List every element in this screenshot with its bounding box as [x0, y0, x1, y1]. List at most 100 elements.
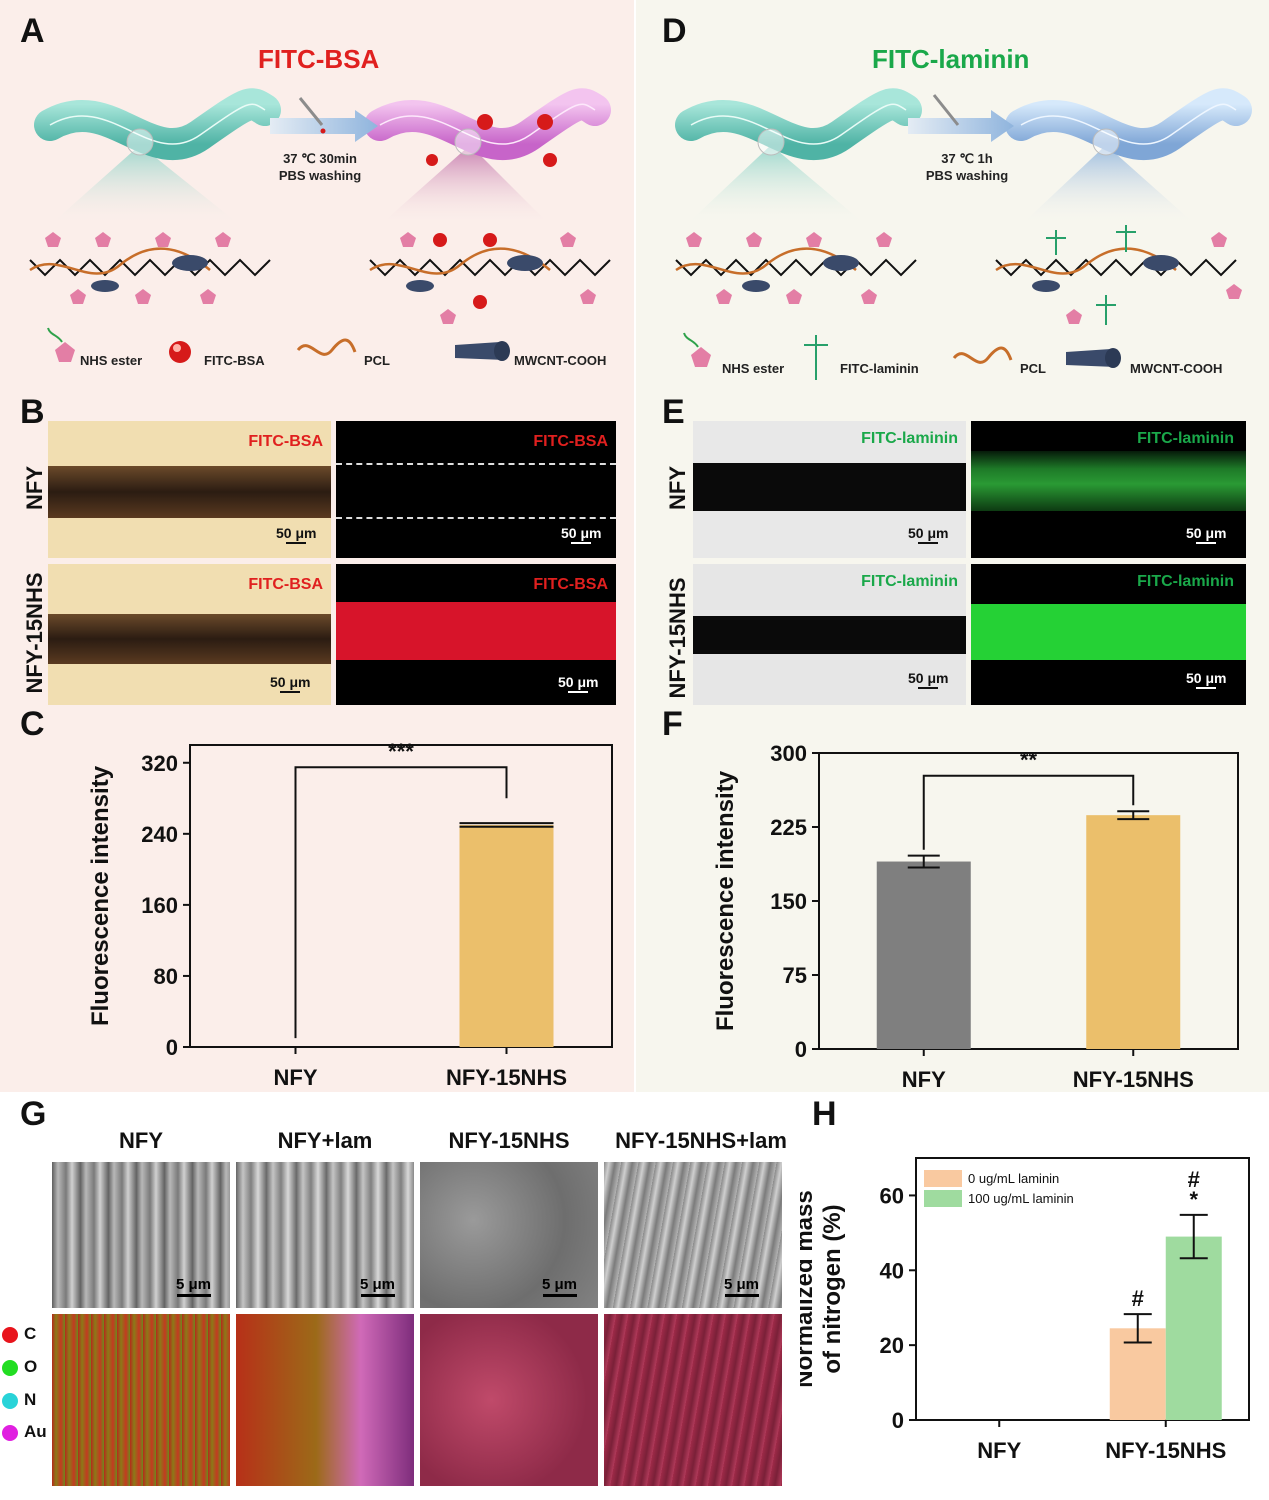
panel-e-tag: FITC-laminin — [1137, 430, 1234, 447]
scale-line — [1196, 542, 1217, 544]
bar-nfy-15nhs — [459, 824, 554, 1047]
panel-label-h: H — [812, 1095, 837, 1133]
fiber-band — [48, 466, 331, 518]
y-axis-label: Fluorescence intensity — [712, 770, 739, 1031]
panel-a-schematic — [29, 88, 611, 363]
panel-b-brightfield-nhs: FITC-BSA 50 μm — [48, 564, 331, 705]
scale-line — [571, 542, 592, 544]
panel-g-col-title-1: NFY — [119, 1128, 163, 1153]
y-tick-label: 60 — [880, 1183, 904, 1208]
panel-label-e: E — [662, 393, 685, 431]
y-tick-label: 160 — [141, 893, 178, 918]
sem-image-nhs — [420, 1162, 598, 1308]
panel-label-b: B — [20, 393, 45, 431]
element-legend-c: C — [2, 1324, 36, 1344]
chart-f: 0 75 150 225 300 Fluorescence intensity NFY NFY… — [712, 741, 1239, 1092]
element-legend-n: N — [2, 1390, 36, 1410]
plot-frame — [189, 744, 613, 1048]
sem-image-nfy-lam — [236, 1162, 414, 1308]
panel-b-fluorescence-nfy: FITC-BSA 50 μm — [336, 421, 616, 558]
significance-marker: # — [1188, 1167, 1200, 1192]
panel-d-legend-pcl: PCL — [1020, 361, 1046, 376]
scale-label: 5 μm — [176, 1276, 212, 1293]
fiber-band — [693, 463, 966, 511]
fiber-band-green — [971, 604, 1246, 660]
panel-e-tag: FITC-laminin — [1137, 573, 1234, 590]
panel-a-condition-line2: PBS washing — [278, 168, 362, 183]
y-tick-label: 150 — [770, 889, 807, 914]
panel-b-tag: FITC-BSA — [248, 576, 323, 593]
panel-e-row-label-nhs: NFY-15NHS — [665, 577, 690, 699]
y-tick-label: 320 — [141, 751, 178, 776]
panel-d-title: FITC-laminin — [872, 44, 1030, 74]
panel-g-col-title-3: NFY-15NHS — [448, 1128, 570, 1153]
scale-line — [360, 1294, 395, 1297]
bar-nfy-15nhs — [1086, 815, 1181, 1049]
panel-a-condition-line1: 37 ℃ 30min — [283, 151, 357, 166]
scale-bar: 50 μm — [270, 674, 310, 693]
eds-map-nhs-lam — [604, 1314, 782, 1486]
y-axis-label: Normalized mass — [800, 1190, 818, 1387]
x-tick-label: NFY-15NHS — [1073, 1067, 1194, 1092]
element-legend-au: Au — [2, 1422, 47, 1442]
legend-swatch-2 — [924, 1190, 962, 1207]
bar-series-2 — [1165, 1236, 1222, 1420]
panel-label-d: D — [662, 12, 687, 50]
panel-d-legend-mwcnt: MWCNT-COOH — [1130, 361, 1223, 376]
scale-bar: 50 μm — [908, 670, 948, 689]
panel-label-g: G — [20, 1095, 47, 1133]
x-tick-label: NFY — [902, 1067, 946, 1092]
scale-label: 50 μm — [1186, 525, 1227, 541]
panel-b-row-label-nhs: NFY-15NHS — [22, 572, 47, 694]
x-tick-label: NFY-15NHS — [446, 1065, 567, 1090]
element-dot-o — [2, 1359, 18, 1376]
scale-label: 50 μm — [276, 525, 317, 541]
panel-d-legend-fitc: FITC-laminin — [840, 361, 919, 376]
y-tick-label: 225 — [770, 815, 807, 840]
scale-line — [286, 542, 307, 544]
scale-bar: 50 μm — [558, 674, 598, 693]
scale-line — [918, 687, 939, 689]
panel-label-a: A — [20, 12, 45, 50]
panel-b-tag: FITC-BSA — [533, 433, 608, 450]
panel-g-col-title-2: NFY+lam — [277, 1128, 373, 1153]
significance-label: ** — [1020, 748, 1038, 773]
scale-label: 50 μm — [908, 525, 949, 541]
fiber-band-green — [971, 451, 1246, 511]
panel-b-brightfield-nfy: FITC-BSA 50 μm — [48, 421, 331, 558]
panel-d-condition-line2: PBS washing — [925, 168, 1009, 183]
sem-scale-bar-4: 5 μm — [724, 1276, 759, 1297]
scale-bar: 50 μm — [561, 525, 601, 544]
significance-bracket — [294, 766, 508, 1039]
bar-series-1 — [1109, 1328, 1166, 1420]
panel-e-tag: FITC-laminin — [861, 573, 958, 590]
element-dot-au — [2, 1424, 18, 1441]
fiber-band-red — [336, 602, 616, 660]
panel-a-legend-pcl: PCL — [364, 353, 390, 368]
panel-b-row-label-nfy: NFY — [22, 466, 47, 510]
panel-e-fluorescence-nfy: FITC-laminin 50 μm — [971, 421, 1246, 558]
panel-a-condition: 37 ℃ 30min PBS washing — [265, 150, 375, 184]
scale-bar: 50 μm — [908, 525, 948, 544]
panel-d-legend-nhs: NHS ester — [722, 361, 785, 376]
scale-line — [280, 691, 301, 693]
scale-label: 50 μm — [270, 674, 311, 690]
fiber-band — [48, 614, 331, 664]
legend-label-2: 100 ug/mL laminin — [968, 1191, 1074, 1206]
sem-scale-bar-1: 5 μm — [176, 1276, 211, 1297]
panel-e-brightfield-nfy: FITC-laminin 50 μm — [693, 421, 966, 558]
scale-bar: 50 μm — [276, 525, 316, 544]
scale-bar: 50 μm — [1186, 670, 1226, 689]
scale-line — [568, 691, 589, 693]
scale-line — [918, 542, 939, 544]
element-dot-c — [2, 1326, 18, 1343]
panel-label-f: F — [662, 705, 683, 743]
scale-line — [176, 1294, 211, 1297]
fiber-band — [693, 616, 966, 654]
fiber-outline — [336, 463, 616, 519]
scale-label: 5 μm — [360, 1276, 396, 1293]
panel-d-condition-line1: 37 ℃ 1h — [941, 151, 993, 166]
significance-label: *** — [388, 739, 414, 764]
y-tick-label: 0 — [166, 1035, 178, 1060]
element-legend-o: O — [2, 1357, 37, 1377]
